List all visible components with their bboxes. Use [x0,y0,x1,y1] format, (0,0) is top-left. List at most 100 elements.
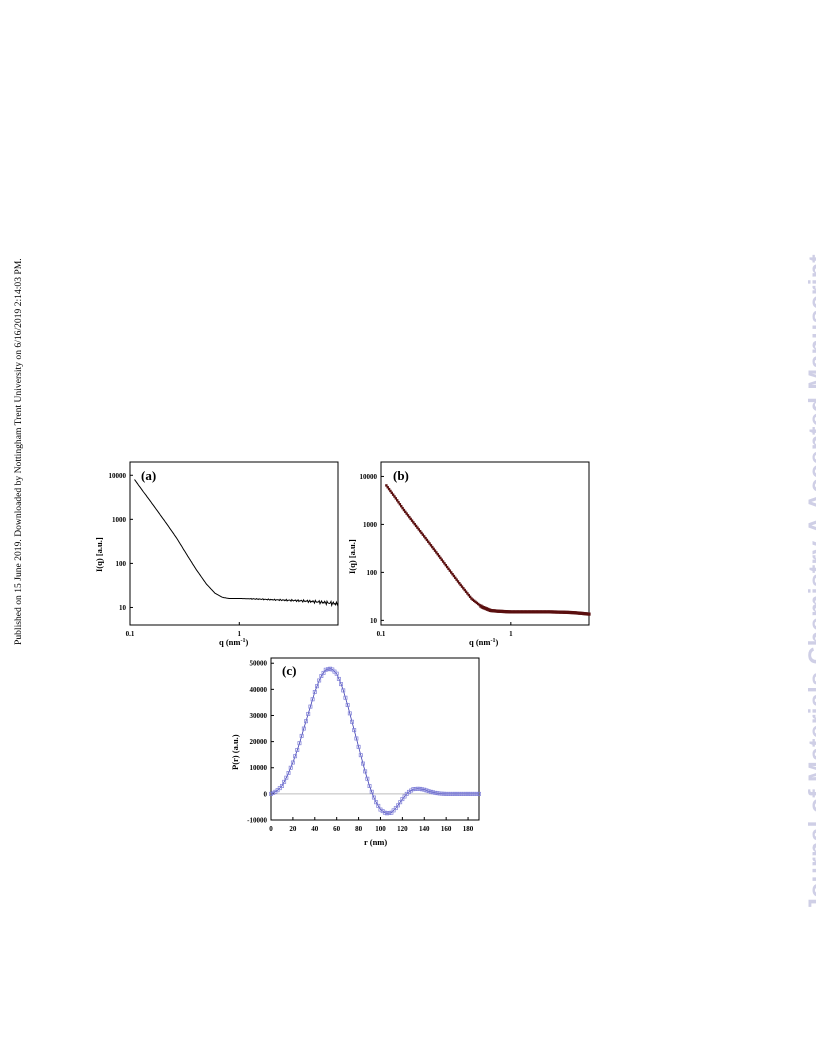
data-point [396,803,400,808]
panel-b-yticks: 10 100 1000 10000 [360,473,384,625]
data-point [391,808,396,813]
y-tick-label: 10000 [360,473,378,481]
data-point [416,526,419,529]
data-point [290,760,295,765]
data-point [460,585,464,588]
y-tick-label: 0 [264,790,268,798]
data-point [394,497,398,500]
panel-b-frame [380,461,590,626]
data-point [361,761,365,766]
data-point [317,678,322,683]
data-point [463,588,466,592]
data-point [413,522,416,526]
panel-a-frame [129,461,339,626]
data-point [387,811,392,815]
data-point [452,574,456,578]
data-point [431,545,434,549]
data-point [412,521,415,524]
data-point [450,791,455,796]
data-point [455,791,460,796]
data-point [374,800,379,805]
data-point [443,562,446,565]
panel-b-fit-line [385,485,590,615]
panel-b-label: (b) [393,468,409,483]
data-point [444,791,449,796]
data-point [301,726,306,731]
data-point [310,697,315,702]
y-tick-label: 10000 [250,764,268,772]
data-point [410,519,414,522]
data-point [385,484,388,487]
data-point [376,803,381,808]
data-point [587,612,591,616]
data-point [461,791,466,796]
panel-c-frame [270,657,480,821]
data-point [339,682,344,687]
data-point [429,544,433,547]
data-point [462,587,465,590]
data-point [408,515,411,519]
data-point [470,597,473,600]
data-point [437,554,441,558]
x-tick-label: 1 [509,630,513,638]
data-point [424,536,427,540]
data-point [389,810,394,815]
data-point [282,779,287,784]
data-point [446,791,451,796]
data-point [477,791,481,796]
data-point [330,667,335,672]
data-point [352,728,357,733]
data-point [347,711,352,716]
panel-c-curve [270,668,479,814]
data-point [304,719,308,724]
data-point [470,791,475,796]
data-point [413,787,418,791]
data-point [424,788,429,793]
panel-a-label: (a) [141,468,156,483]
data-point [435,791,440,796]
data-point [321,670,326,675]
data-point [336,676,341,681]
data-point [468,595,472,599]
data-point [421,533,425,536]
data-point [474,600,477,604]
data-point [454,576,457,580]
data-point [458,582,461,585]
data-point [398,503,402,506]
data-point [418,529,422,533]
y-tick-label: 10000 [109,472,127,480]
data-point [436,553,439,556]
data-point [405,512,408,515]
x-tick-label: 1 [238,630,242,638]
data-point [404,791,409,796]
panel-c: (c) 0 20 40 60 80 100 120 140 160 180 -1000001000… [230,657,481,847]
data-point [431,790,435,795]
data-point [343,695,348,700]
data-point [400,797,405,802]
data-point [271,790,276,795]
data-point [420,787,425,792]
data-point [425,538,429,542]
data-point [369,789,374,794]
data-point [468,791,473,796]
x-tick-label: 160 [441,825,452,833]
data-point [439,556,442,560]
y-tick-label: 1000 [363,521,378,529]
data-point [367,784,372,788]
data-point [439,791,444,796]
panel-b-markers [385,484,591,616]
data-point [451,573,454,576]
panel-c-xticks: 0 20 40 60 80 100 120 140 160 180 [269,817,474,833]
panel-b-xlabel: q (nm-1) [469,637,499,647]
data-point [386,486,389,489]
y-tick-label: 10 [370,617,378,625]
data-point [427,540,430,543]
panel-b-ylabel: I(q) [a.u.] [347,539,357,574]
x-tick-label: 0.1 [126,630,135,638]
data-point [422,535,426,538]
data-point [426,789,431,794]
panel-c-label: (c) [282,663,296,678]
data-point [456,580,460,583]
